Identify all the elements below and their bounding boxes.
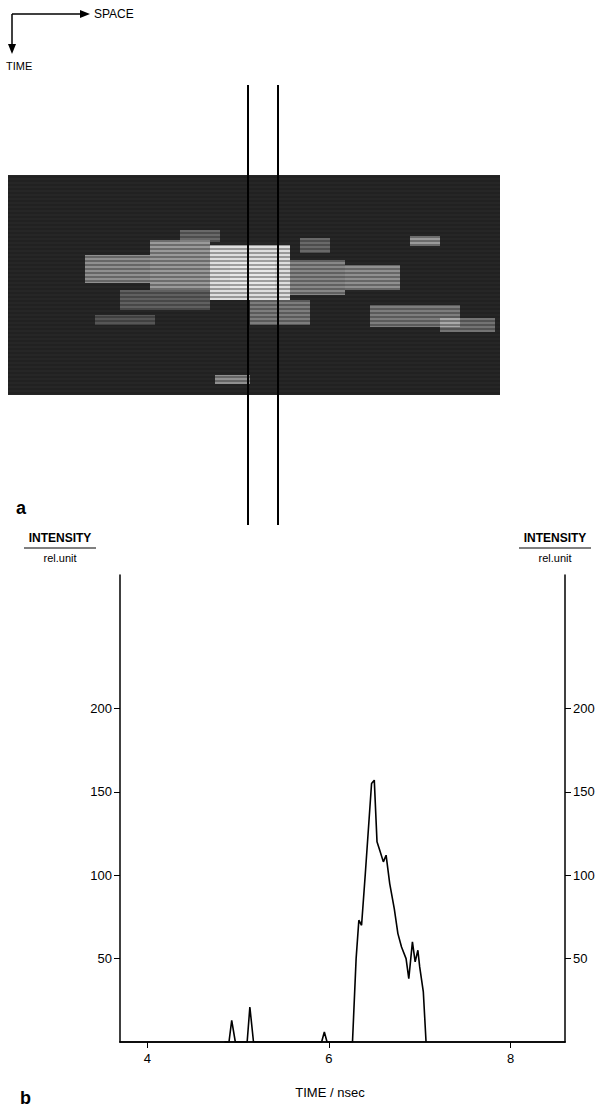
svg-text:150: 150 <box>90 784 112 799</box>
svg-text:rel.unit: rel.unit <box>538 552 571 564</box>
svg-text:8: 8 <box>507 1051 514 1066</box>
svg-text:INTENSITY: INTENSITY <box>524 531 587 545</box>
svg-text:a: a <box>16 498 27 518</box>
svg-text:TIME / nsec: TIME / nsec <box>295 1085 365 1100</box>
svg-text:TIME: TIME <box>6 60 32 72</box>
svg-text:100: 100 <box>573 868 595 883</box>
svg-text:SPACE: SPACE <box>94 7 134 21</box>
svg-text:200: 200 <box>90 701 112 716</box>
svg-text:4: 4 <box>144 1051 151 1066</box>
svg-text:b: b <box>20 1088 31 1108</box>
svg-text:INTENSITY: INTENSITY <box>29 531 92 545</box>
svg-text:rel.unit: rel.unit <box>43 552 76 564</box>
svg-text:150: 150 <box>573 784 595 799</box>
svg-text:50: 50 <box>573 951 587 966</box>
svg-text:100: 100 <box>90 868 112 883</box>
svg-text:50: 50 <box>98 951 112 966</box>
svg-text:6: 6 <box>325 1051 332 1066</box>
svg-text:200: 200 <box>573 701 595 716</box>
